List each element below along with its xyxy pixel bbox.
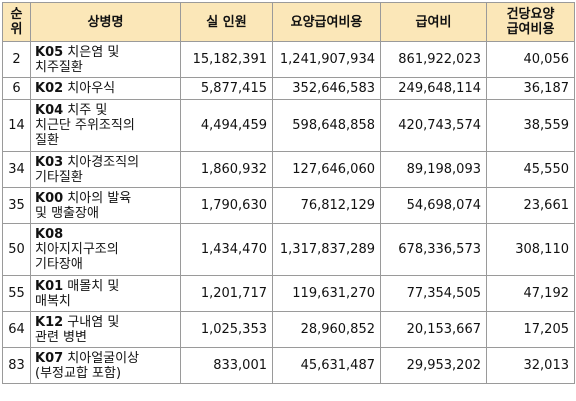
header-rank: 순 위 (2, 2, 31, 42)
patients-cell: 833,001 (180, 347, 273, 384)
disease-code: K00 (35, 190, 64, 206)
per-case-cell: 47,192 (486, 275, 575, 312)
disease-name-line: 매복치 (35, 293, 71, 309)
table-row: 6 K02 치아우식 5,877,415 352,646,583 249,648,114… (2, 77, 575, 100)
disease-name-line: 치근단 주위조직의 (35, 118, 135, 133)
disease-name-line: 치주질환 (35, 59, 83, 75)
benefit-cell: 420,743,574 (380, 99, 487, 152)
table-row: 35 K00 치아의 발육 및 맹출장애 1,790,630 76,812,129 54,… (2, 187, 575, 224)
disease-code: K03 (35, 154, 64, 170)
disease-cell: K03 치아경조직의 기타질환 (30, 151, 181, 188)
benefit-cell: 678,336,573 (380, 223, 487, 276)
per-case-cell: 17,205 (486, 311, 575, 348)
per-case-cell: 38,559 (486, 99, 575, 152)
table-row: 55 K01 매몰치 및 매복치 1,201,717 119,631,270 77,354… (2, 275, 575, 312)
care-cost-cell: 127,646,060 (272, 151, 381, 188)
rank-cell: 34 (2, 151, 31, 188)
disease-name-line: 치아우식 (63, 81, 116, 96)
care-cost-cell: 45,631,487 (272, 347, 381, 384)
patients-cell: 1,790,630 (180, 187, 273, 224)
care-cost-cell: 76,812,129 (272, 187, 381, 224)
disease-name-line: 매몰치 및 (63, 278, 120, 294)
table-row: 64 K12 구내염 및 관련 병변 1,025,353 28,960,852 20,15… (2, 311, 575, 348)
care-cost-cell: 119,631,270 (272, 275, 381, 312)
disease-name-line: 치아얼굴이상 (63, 350, 140, 366)
patients-cell: 1,201,717 (180, 275, 273, 312)
per-case-cell: 40,056 (486, 41, 575, 78)
care-cost-cell: 1,317,837,289 (272, 223, 381, 276)
patients-cell: 1,025,353 (180, 311, 273, 348)
benefit-cell: 20,153,667 (380, 311, 487, 348)
rank-cell: 55 (2, 275, 31, 312)
disease-code: K07 (35, 350, 64, 366)
per-case-cell: 36,187 (486, 77, 575, 100)
rank-cell: 2 (2, 41, 31, 78)
table-row: 2 K05 치은염 및 치주질환 15,182,391 1,241,907,934 861… (2, 41, 575, 78)
rank-cell: 35 (2, 187, 31, 224)
disease-code: K05 (35, 44, 64, 60)
disease-code: K01 (35, 278, 64, 294)
patients-cell: 15,182,391 (180, 41, 273, 78)
disease-cell: K07 치아얼굴이상 (부정교합 포함) (30, 347, 181, 384)
disease-name-line: 기타장애 (35, 257, 83, 272)
benefit-cell: 77,354,505 (380, 275, 487, 312)
per-case-cell: 23,661 (486, 187, 575, 224)
table-row: 50 K08 치아지지구조의 기타장애 1,434,470 1,317,837,289 67… (2, 223, 575, 276)
disease-name-line: 및 맹출장애 (35, 205, 99, 221)
rank-cell: 14 (2, 99, 31, 152)
disease-code: K04 (35, 103, 64, 118)
benefit-cell: 249,648,114 (380, 77, 487, 100)
disease-cell: K12 구내염 및 관련 병변 (30, 311, 181, 348)
benefit-cell: 861,922,023 (380, 41, 487, 78)
header-care-cost: 요양급여비용 (272, 2, 381, 42)
benefit-cell: 54,698,074 (380, 187, 487, 224)
header-benefit: 급여비 (380, 2, 487, 42)
patients-cell: 1,434,470 (180, 223, 273, 276)
rank-cell: 6 (2, 77, 31, 100)
disease-cell: K00 치아의 발육 및 맹출장애 (30, 187, 181, 224)
disease-cell: K02 치아우식 (30, 77, 181, 100)
header-row: 순 위 상병명 실 인원 요양급여비용 급여비 건당요양 급여비용 (2, 2, 575, 42)
patients-cell: 4,494,459 (180, 99, 273, 152)
rank-cell: 83 (2, 347, 31, 384)
care-cost-cell: 28,960,852 (272, 311, 381, 348)
disease-code: K12 (35, 314, 64, 330)
disease-cell: K04 치주 및 치근단 주위조직의 질환 (30, 99, 181, 152)
disease-name-line: 치주 및 (63, 103, 108, 118)
table-row: 83 K07 치아얼굴이상 (부정교합 포함) 833,001 45,631,487 29… (2, 347, 575, 384)
rank-cell: 50 (2, 223, 31, 276)
header-patients: 실 인원 (180, 2, 273, 42)
disease-cell: K08 치아지지구조의 기타장애 (30, 223, 181, 276)
header-disease: 상병명 (30, 2, 181, 42)
disease-name-line: 질환 (35, 133, 59, 148)
disease-name-line: 관련 병변 (35, 329, 87, 345)
disease-code: K08 (35, 227, 64, 242)
disease-name-line: 치아의 발육 (63, 190, 132, 206)
rank-cell: 64 (2, 311, 31, 348)
benefit-cell: 89,198,093 (380, 151, 487, 188)
disease-cell: K05 치은염 및 치주질환 (30, 41, 181, 78)
patients-cell: 5,877,415 (180, 77, 273, 100)
disease-name-line: 구내염 및 (63, 314, 120, 330)
disease-name-line: 치아경조직의 (63, 154, 140, 170)
disease-cell: K01 매몰치 및 매복치 (30, 275, 181, 312)
disease-name-line: 치아지지구조의 (35, 242, 119, 257)
per-case-cell: 308,110 (486, 223, 575, 276)
header-per-case: 건당요양 급여비용 (486, 2, 575, 42)
per-case-cell: 32,013 (486, 347, 575, 384)
table-row: 34 K03 치아경조직의 기타질환 1,860,932 127,646,060 89,1… (2, 151, 575, 188)
care-cost-cell: 352,646,583 (272, 77, 381, 100)
disease-name-line: 기타질환 (35, 169, 83, 185)
patients-cell: 1,860,932 (180, 151, 273, 188)
benefit-cell: 29,953,202 (380, 347, 487, 384)
disease-name-line: (부정교합 포함) (35, 365, 122, 381)
dental-disease-table: 순 위 상병명 실 인원 요양급여비용 급여비 건당요양 급여비용 2 K05 치… (2, 2, 575, 384)
care-cost-cell: 598,648,858 (272, 99, 381, 152)
table-row: 14 K04 치주 및 치근단 주위조직의 질환 4,494,459 598,648,85… (2, 99, 575, 152)
disease-code: K02 (35, 81, 64, 96)
disease-name-line: 치은염 및 (63, 44, 120, 60)
per-case-cell: 45,550 (486, 151, 575, 188)
care-cost-cell: 1,241,907,934 (272, 41, 381, 78)
